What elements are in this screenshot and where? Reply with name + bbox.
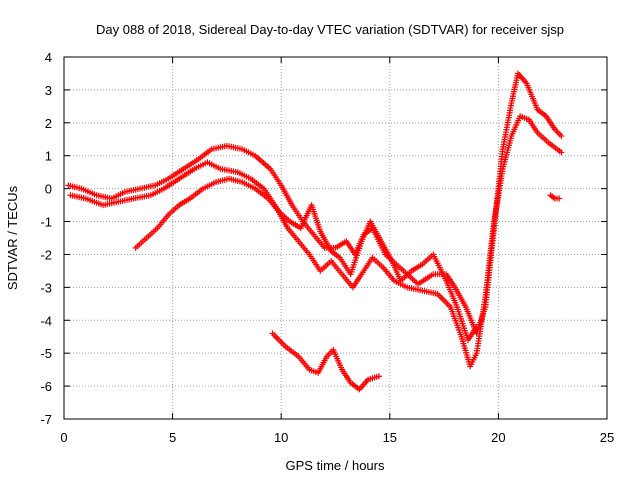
grid — [64, 57, 607, 419]
x-tick-label: 15 — [383, 430, 397, 445]
data-point — [375, 373, 382, 380]
x-tick-label: 5 — [169, 430, 176, 445]
x-tick-label: 20 — [491, 430, 505, 445]
data-point — [473, 323, 480, 330]
data-point — [558, 132, 565, 139]
data-point — [558, 149, 565, 156]
plot-frame — [63, 56, 608, 420]
x-axis-label: GPS time / hours — [286, 458, 385, 473]
x-tick-label: 25 — [600, 430, 614, 445]
y-tick-label: -6 — [40, 379, 52, 394]
y-tick-label: -3 — [40, 280, 52, 295]
data-points — [65, 70, 565, 393]
y-tick-label: 0 — [45, 182, 52, 197]
y-tick-label: 3 — [45, 83, 52, 98]
x-tick-label: 10 — [274, 430, 288, 445]
y-tick-label: -5 — [40, 346, 52, 361]
data-point — [556, 195, 563, 202]
y-tick-label: 1 — [45, 149, 52, 164]
chart-title: Day 088 of 2018, Sidereal Day-to-day VTE… — [96, 22, 564, 37]
y-tick-label: -7 — [40, 412, 52, 427]
y-tick-label: 2 — [45, 116, 52, 131]
x-tick-label: 0 — [60, 430, 67, 445]
y-tick-label: 4 — [45, 50, 52, 65]
y-axis-label: SDTVAR / TECUs — [5, 185, 20, 290]
y-tick-label: -1 — [40, 215, 52, 230]
y-tick-label: -2 — [40, 247, 52, 262]
y-tick-label: -4 — [40, 313, 52, 328]
